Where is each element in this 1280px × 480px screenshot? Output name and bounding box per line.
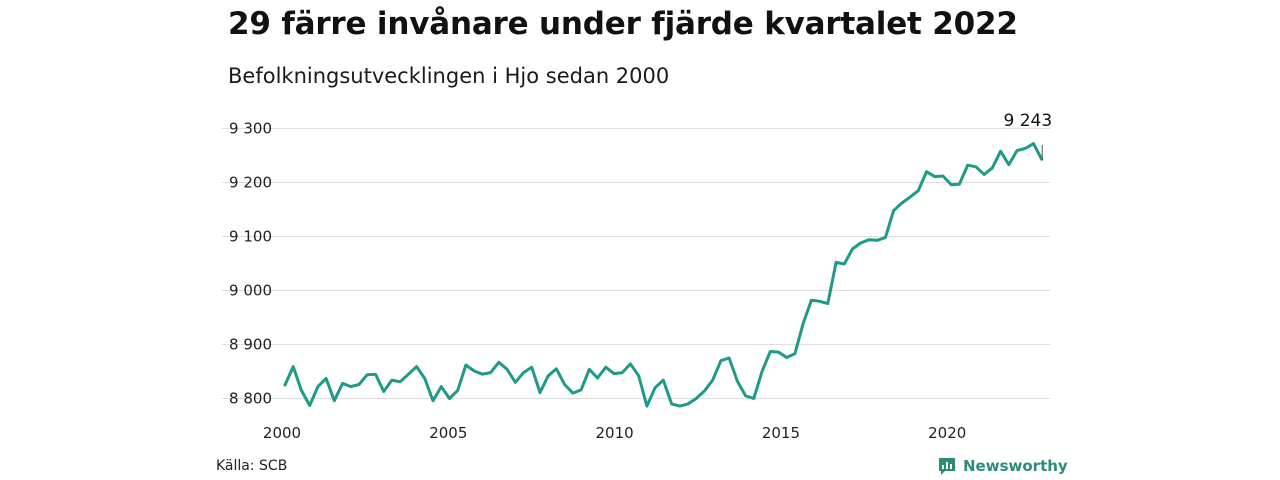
chart-subtitle: Befolkningsutvecklingen i Hjo sedan 2000 bbox=[228, 64, 670, 88]
y-tick-label: 9 300 bbox=[229, 120, 272, 138]
y-tick-label: 9 100 bbox=[229, 228, 272, 246]
brand-name: Newsworthy bbox=[963, 457, 1068, 475]
source-note: Källa: SCB bbox=[216, 458, 288, 474]
y-tick-label: 8 800 bbox=[229, 390, 272, 408]
y-tick-label: 9 000 bbox=[229, 282, 272, 300]
x-axis-ticks: 2000 2005 2010 2015 2020 bbox=[263, 424, 966, 442]
annotation-label: 9 243 bbox=[1004, 111, 1053, 131]
gridlines bbox=[222, 128, 1050, 399]
x-tick-label: 2010 bbox=[596, 424, 634, 442]
x-tick-label: 2000 bbox=[263, 424, 301, 442]
y-axis-ticks: 8 800 8 900 9 000 9 100 9 200 9 300 bbox=[229, 120, 272, 408]
series-line bbox=[283, 142, 1044, 408]
y-tick-label: 9 200 bbox=[229, 174, 272, 192]
x-tick-label: 2020 bbox=[928, 424, 966, 442]
newsworthy-logo-icon bbox=[939, 458, 955, 475]
chart-title: 29 färre invånare under fjärde kvartalet… bbox=[228, 6, 1018, 42]
x-tick-label: 2005 bbox=[429, 424, 467, 442]
y-tick-label: 8 900 bbox=[229, 336, 272, 354]
annotation: 9 243 bbox=[1004, 111, 1053, 160]
x-tick-label: 2015 bbox=[762, 424, 800, 442]
brand-logo: Newsworthy bbox=[937, 456, 1068, 476]
data-series bbox=[283, 142, 1044, 408]
